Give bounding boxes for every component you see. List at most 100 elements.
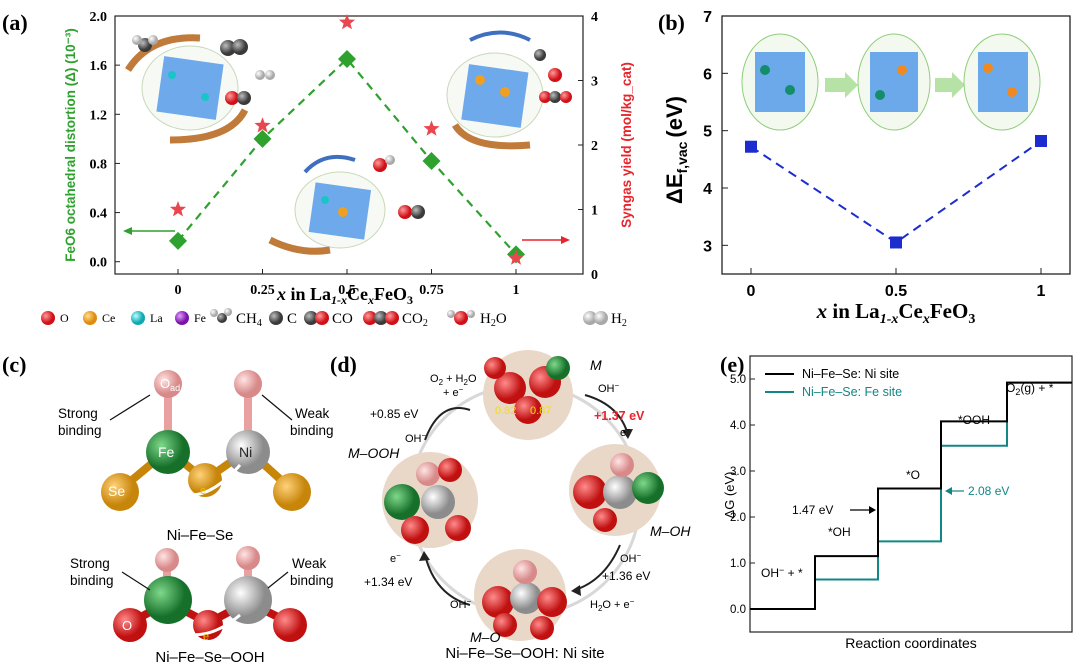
state-m: M <box>590 357 602 373</box>
axes-b: 0 0.5 1 3 4 5 6 7 <box>703 9 1045 300</box>
y-tick-label: 1.0 <box>730 558 746 570</box>
y-tick-label: 3 <box>703 238 712 255</box>
electron-label: e <box>200 485 206 497</box>
oh-label: OH− <box>405 431 427 445</box>
syngas-point <box>423 120 440 136</box>
series-a <box>169 14 525 265</box>
oh-label: OH− <box>620 551 642 565</box>
y-tick-label: 0.0 <box>730 604 746 616</box>
axes-a: 0 0.25 0.5 0.75 1 0.0 0.4 0.8 1.2 1.6 2.0 0 1 2 3 4 <box>90 10 599 298</box>
syngas-point <box>338 14 356 30</box>
state-m-oh: M–OH <box>650 523 691 539</box>
x-label-a: x in La1-xCexFeO3 <box>276 284 413 307</box>
y-tick-label-left: 1.2 <box>90 108 108 123</box>
annotation-arrowhead <box>945 487 952 495</box>
electron-label: e− <box>390 551 401 565</box>
legend-label: CO2 <box>402 311 428 329</box>
axes-e: 0.0 1.0 2.0 3.0 4.0 5.0 <box>730 374 755 616</box>
x-tick-label: 0.5 <box>338 283 356 298</box>
y-tick-label: 2.0 <box>730 512 746 524</box>
panel-e: (e) 0.0 1.0 2.0 3.0 4.0 5.0 Ni–Fe–Se: Ni site… <box>720 352 1073 651</box>
y-label-b: ΔEf,vac(eV) <box>662 96 690 204</box>
legend-a: O Ce La Fe CH4 C CO CO2 H2O H2 <box>41 308 627 329</box>
legend-label: CO <box>332 311 353 327</box>
syngas-point <box>169 201 187 217</box>
y-label-e: ΔG (eV) <box>722 472 737 519</box>
legend-label: La <box>150 311 163 325</box>
x-tick-label: 0.5 <box>885 283 907 300</box>
y-label-left-a: FeO6 octahedral distortion (Δ) (10⁻³) <box>63 28 78 262</box>
y-tick-label: 4 <box>703 181 712 198</box>
legend-label: Ce <box>102 311 115 325</box>
panel-label-b: (b) <box>658 10 685 35</box>
panel-label-a: (a) <box>2 10 28 35</box>
x-tick-label: 0.75 <box>419 283 444 298</box>
legend-label: Ni–Fe–Se: Ni site <box>802 367 899 381</box>
legend-label: Ni–Fe–Se: Fe site <box>802 385 902 399</box>
panel-b: (b) 0 0.5 1 3 4 5 6 7 ΔEf,vac(eV) x in La1-xCex… <box>658 9 1071 327</box>
left-axis-arrowhead <box>123 227 132 235</box>
x-tick-label: 1 <box>513 283 520 298</box>
step-arrow <box>424 554 471 606</box>
vacancy-energy-point <box>890 236 902 249</box>
y-tick-label-right: 1 <box>591 204 598 219</box>
bond-value: 0.87 <box>530 405 551 417</box>
x-tick-label: 0 <box>747 283 756 300</box>
pointer-line <box>109 394 151 421</box>
y-tick-label-left: 0.0 <box>90 256 108 271</box>
strong-binding-label: Strong binding <box>58 406 102 438</box>
o2-release-label: O2 + H2O <box>430 373 477 387</box>
x-tick-label: 0 <box>175 283 182 298</box>
state-m-ooh: M–OOH <box>348 445 400 461</box>
y-tick-label-left: 1.6 <box>90 59 108 74</box>
step-label: *O <box>906 468 920 482</box>
y-tick-label: 7 <box>703 9 712 26</box>
legend-e: Ni–Fe–Se: Ni site Ni–Fe–Se: Fe site <box>765 367 902 399</box>
electron-label: e <box>203 631 209 643</box>
panel-label-c: (c) <box>2 352 26 377</box>
x-tick-label: 0.25 <box>250 283 275 298</box>
crystal-sequence-inset <box>741 33 1041 131</box>
y-tick-label: 3.0 <box>730 466 746 478</box>
distortion-point <box>253 129 272 148</box>
y-tick-label: 5.0 <box>730 374 746 386</box>
right-axis-arrowhead <box>561 236 570 244</box>
energy-label-highlight: +1.37 eV <box>594 409 645 423</box>
distortion-point <box>422 151 441 170</box>
step-arrow <box>574 544 621 591</box>
y-tick-label-right: 3 <box>591 75 598 90</box>
annotation-2-08: 2.08 eV <box>968 484 1009 498</box>
x-label-b: x in La1-xCexFeO3 <box>816 299 976 327</box>
x-tick-label: 1 <box>1037 283 1046 300</box>
syngas-point <box>254 117 271 133</box>
panel-c: (c) Oad Fe Ni Se e Strong binding Weak bin… <box>2 352 334 662</box>
cluster-m <box>483 350 573 440</box>
caption-top: Ni–Fe–Se <box>167 527 234 544</box>
panel-label-e: (e) <box>720 352 744 377</box>
bond-value: 0.82 <box>495 405 516 417</box>
legend-label: O <box>60 311 69 325</box>
legend-label: H2O <box>480 311 507 329</box>
oh-label: OH− <box>450 597 472 611</box>
perovskite-inset-right <box>446 30 544 150</box>
x-label-e: Reaction coordinates <box>845 635 977 651</box>
energy-label: +1.34 eV <box>364 575 412 589</box>
distortion-point <box>338 50 356 68</box>
annotation-1-47: 1.47 eV <box>792 503 833 517</box>
electron-label: e− <box>620 425 631 439</box>
perovskite-inset-center <box>268 155 386 255</box>
ni-fe-se-ooh-structure <box>113 546 307 642</box>
energy-label: +0.85 eV <box>370 407 418 421</box>
legend-label: C <box>287 311 297 327</box>
pointer-line <box>121 571 151 591</box>
legend-label: CH4 <box>236 311 262 329</box>
y-label-right-a: Syngas yield (mol/kg_cat) <box>619 62 634 228</box>
plot-frame-e <box>749 355 1073 633</box>
cluster-m-oh <box>569 444 664 536</box>
vacancy-energy-line <box>750 140 1042 244</box>
pointer-line <box>261 394 293 421</box>
caption-d: Ni–Fe–Se–OOH: Ni site <box>445 645 604 662</box>
step-arrow <box>424 407 471 441</box>
step-label: *OH <box>828 525 851 539</box>
y-tick-label: 4.0 <box>730 420 746 432</box>
